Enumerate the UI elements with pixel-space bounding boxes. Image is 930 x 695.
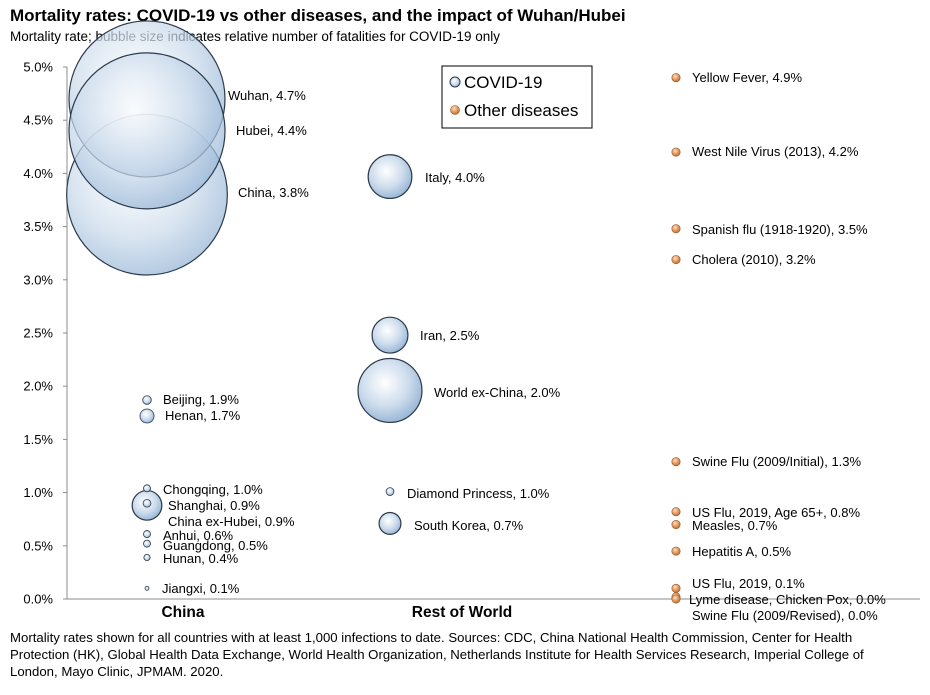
label-swine-flu-2009-initial-1-3: Swine Flu (2009/Initial), 1.3% xyxy=(692,454,862,469)
label-wuhan-4-7: Wuhan, 4.7% xyxy=(228,88,306,103)
point-us-flu-2019-age-65-0-8 xyxy=(671,507,681,517)
y-tick-label: 1.0% xyxy=(23,485,53,500)
label-hunan-0-4: Hunan, 0.4% xyxy=(163,551,239,566)
x-category-label: China xyxy=(161,604,204,621)
y-tick-label: 2.5% xyxy=(23,326,53,341)
label-hepatitis-a-0-5: Hepatitis A, 0.5% xyxy=(692,544,791,559)
y-tick-label: 5.0% xyxy=(23,60,53,75)
label-south-korea-0-7: South Korea, 0.7% xyxy=(414,518,524,533)
label-us-flu-2019-0-1: US Flu, 2019, 0.1% xyxy=(692,576,805,591)
label-anhui-0-6: Anhui, 0.6% xyxy=(163,528,234,543)
bubble-hubei-4-4 xyxy=(68,52,226,210)
bubble-jiangxi-0-1 xyxy=(144,585,150,591)
label-diamond-princess-1-0: Diamond Princess, 1.0% xyxy=(407,486,550,501)
y-tick-label: 4.5% xyxy=(23,113,53,128)
legend-covid-marker xyxy=(449,76,461,88)
point-labels: Wuhan, 4.7% Hubei, 4.4% China, 3.8% Beijing… xyxy=(162,70,886,623)
label-beijing-1-9: Beijing, 1.9% xyxy=(163,392,239,407)
axes: 0.0% 0.5% 1.0% 1.5% 2.0% 2.5% 3.0% 3.5% 4.0% 4.5%… xyxy=(23,60,920,621)
label-china-3-8: China, 3.8% xyxy=(238,185,309,200)
legend-covid-label: COVID-19 xyxy=(464,73,542,92)
legend: COVID-19 Other diseases xyxy=(441,65,593,129)
bubble-anhui-0-6 xyxy=(143,530,151,539)
bubble-world-ex-china-2-0 xyxy=(357,357,423,424)
y-tick-label: 3.5% xyxy=(23,219,53,234)
y-tick-label: 0.5% xyxy=(23,538,53,553)
point-swine-flu-2009-initial-1-3 xyxy=(671,457,681,467)
y-tick-label: 2.0% xyxy=(23,379,53,394)
point-us-flu-2019-0-1 xyxy=(671,583,681,593)
covid-bubbles xyxy=(66,20,423,591)
point-spanish-flu-1918-1920-3-5 xyxy=(671,224,681,234)
label-china-ex-hubei-0-9: China ex-Hubei, 0.9% xyxy=(168,514,295,529)
bubble-italy-4-0 xyxy=(367,154,413,200)
bubble-shanghai-0-9 xyxy=(142,498,152,508)
label-yellow-fever-4-9: Yellow Fever, 4.9% xyxy=(692,70,803,85)
point-hepatitis-a-0-5 xyxy=(671,546,681,556)
y-tick-label: 3.0% xyxy=(23,272,53,287)
label-swine-flu-2009-revised-0-0: Swine Flu (2009/Revised), 0.0% xyxy=(692,608,878,623)
label-jiangxi-0-1: Jiangxi, 0.1% xyxy=(162,581,240,596)
y-tick-label: 0.0% xyxy=(23,592,53,607)
other-disease-points xyxy=(671,73,681,604)
label-world-ex-china-2-0: World ex-China, 2.0% xyxy=(434,385,561,400)
x-category-label: Rest of World xyxy=(412,604,512,621)
label-us-flu-2019-age-65-0-8: US Flu, 2019, Age 65+, 0.8% xyxy=(692,505,860,520)
label-guangdong-0-5: Guangdong, 0.5% xyxy=(163,538,268,553)
bubble-south-korea-0-7 xyxy=(378,511,402,535)
y-tick-label: 1.5% xyxy=(23,432,53,447)
bubble-guangdong-0-5 xyxy=(143,539,151,548)
footnote-sources: Mortality rates shown for all countries … xyxy=(10,630,864,679)
label-cholera-2010-3-2: Cholera (2010), 3.2% xyxy=(692,252,816,267)
legend-other-label: Other diseases xyxy=(464,101,578,120)
bubble-chongqing-1-0 xyxy=(143,484,151,493)
bubble-diamond-princess-1-0 xyxy=(385,487,395,496)
y-tick-label: 4.0% xyxy=(23,166,53,181)
label-measles-0-7: Measles, 0.7% xyxy=(692,518,778,533)
legend-other-marker xyxy=(450,105,460,115)
bubble-henan-1-7 xyxy=(139,408,155,424)
label-henan-1-7: Henan, 1.7% xyxy=(165,408,241,423)
point-cholera-2010-3-2 xyxy=(671,255,681,265)
legend-box xyxy=(441,65,593,129)
label-lyme-disease-chicken-pox-0-0: Lyme disease, Chicken Pox, 0.0% xyxy=(689,592,886,607)
bubble-beijing-1-9 xyxy=(142,395,152,405)
label-chongqing-1-0: Chongqing, 1.0% xyxy=(163,482,263,497)
point-measles-0-7 xyxy=(671,520,681,530)
bubble-hunan-0-4 xyxy=(143,553,151,562)
point-west-nile-virus-2013-4-2 xyxy=(671,147,681,157)
label-italy-4-0: Italy, 4.0% xyxy=(425,170,485,185)
label-west-nile-virus-2013-4-2: West Nile Virus (2013), 4.2% xyxy=(692,144,859,159)
point-swine-flu-2009-revised-0-0 xyxy=(671,594,681,604)
chart-title: Mortality rates: COVID-19 vs other disea… xyxy=(10,6,626,25)
point-yellow-fever-4-9 xyxy=(671,73,681,83)
label-spanish-flu-1918-1920-3-5: Spanish flu (1918-1920), 3.5% xyxy=(692,222,868,237)
bubble-iran-2-5 xyxy=(371,316,409,354)
label-iran-2-5: Iran, 2.5% xyxy=(420,328,480,343)
label-hubei-4-4: Hubei, 4.4% xyxy=(236,123,307,138)
label-shanghai-0-9: Shanghai, 0.9% xyxy=(168,498,260,513)
